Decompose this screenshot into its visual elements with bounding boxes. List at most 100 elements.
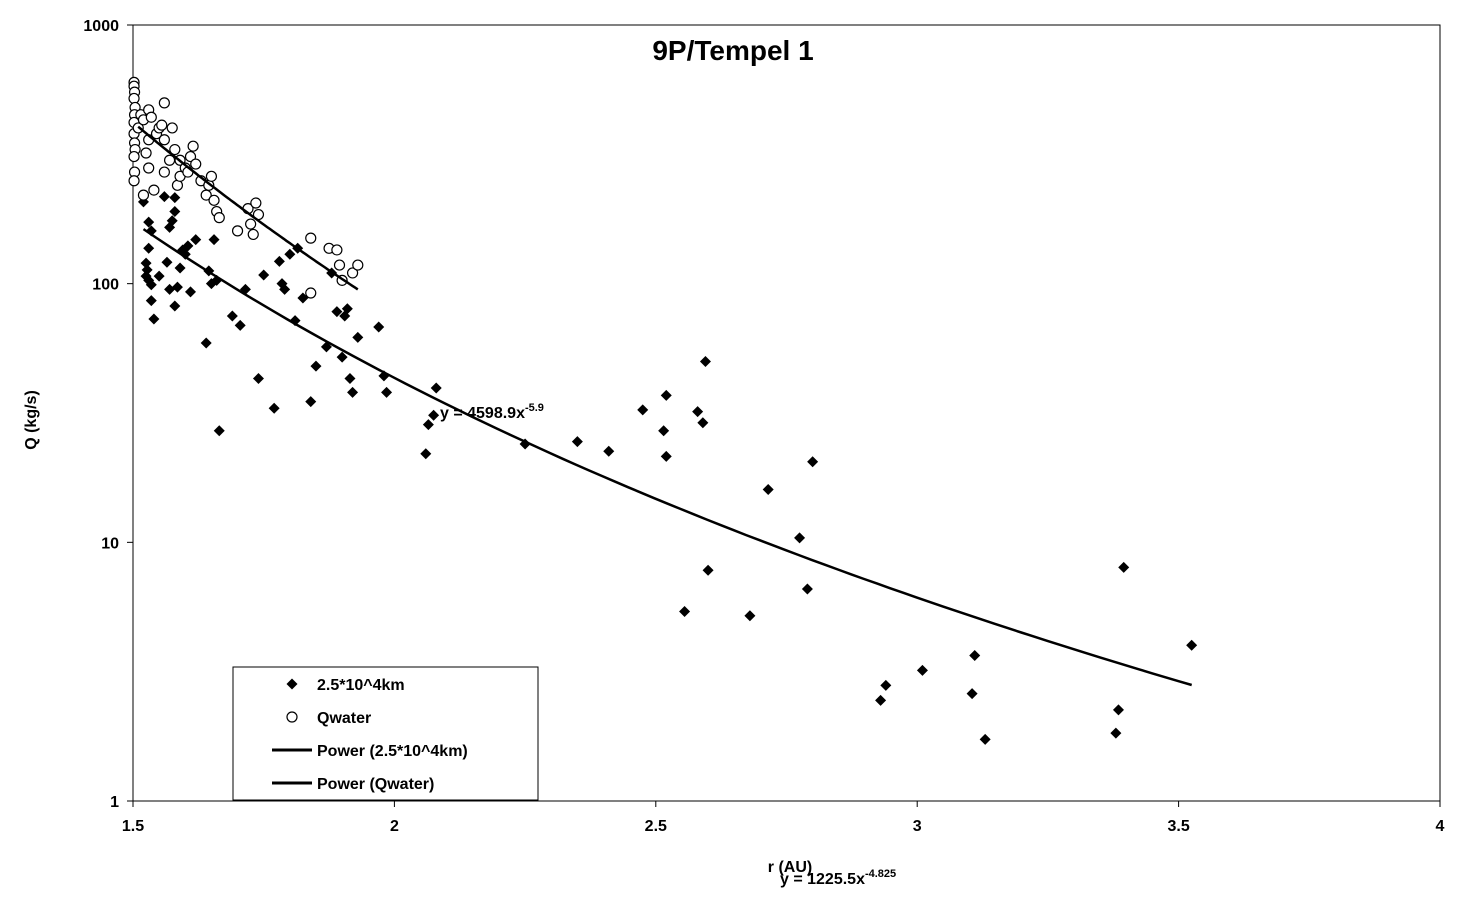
point	[341, 303, 353, 315]
point	[143, 242, 155, 254]
point	[213, 425, 225, 437]
point	[231, 225, 244, 237]
point	[137, 189, 150, 201]
x-tick-label: 2.5	[645, 818, 667, 835]
trendline	[137, 125, 359, 291]
point	[692, 406, 704, 418]
point	[143, 216, 155, 228]
trendline-equation: y = 4598.9x-5.9	[440, 402, 544, 422]
point	[158, 166, 170, 178]
point	[660, 450, 672, 462]
point	[234, 319, 246, 331]
point	[699, 356, 711, 368]
legend-label: Qwater	[317, 710, 371, 727]
exponent: -5.9	[525, 402, 544, 414]
legend-label: Power (2.5*10^4km)	[317, 743, 468, 760]
point	[258, 269, 270, 281]
point	[164, 283, 176, 295]
chart-title: 9P/Tempel 1	[652, 35, 813, 66]
exponent: -4.825	[865, 868, 896, 880]
x-tick-label: 1.5	[122, 818, 144, 835]
point	[658, 425, 670, 437]
point	[179, 248, 191, 260]
point	[182, 240, 194, 252]
legend-marker	[286, 678, 298, 690]
x-tick-label: 2	[390, 818, 399, 835]
point	[205, 170, 218, 182]
point	[166, 215, 178, 227]
trendline	[142, 228, 1193, 687]
point	[279, 283, 291, 295]
point	[430, 382, 442, 394]
point	[875, 694, 887, 706]
point	[331, 244, 343, 256]
point	[762, 484, 774, 496]
point	[190, 234, 202, 246]
point	[305, 396, 317, 408]
point	[184, 150, 197, 163]
point	[145, 111, 157, 123]
point	[169, 192, 181, 204]
point	[153, 270, 165, 282]
equation: y = 1225.5x	[780, 871, 865, 888]
point	[156, 119, 168, 131]
legend-label: Power (Qwater)	[317, 776, 434, 793]
y-axis-title: Q (kg/s)	[23, 390, 40, 450]
point	[969, 650, 981, 662]
point	[252, 372, 264, 384]
point	[226, 310, 238, 322]
point	[1118, 561, 1130, 573]
y-tick-label: 10	[101, 535, 119, 552]
point	[428, 409, 440, 421]
point	[660, 389, 672, 401]
point	[145, 295, 157, 307]
point	[158, 191, 170, 203]
point	[250, 197, 262, 209]
point	[571, 436, 583, 448]
x-tick-label: 3.5	[1167, 818, 1189, 835]
point	[1186, 639, 1198, 651]
y-tick-label: 1000	[83, 18, 119, 35]
point	[702, 564, 714, 576]
point	[208, 194, 220, 206]
point	[422, 419, 434, 431]
point	[603, 445, 615, 457]
point	[347, 386, 359, 398]
point	[880, 679, 892, 691]
point	[801, 583, 813, 595]
y-tick-label: 100	[92, 277, 119, 294]
x-axis-title: r (AU)	[768, 859, 812, 876]
point	[697, 417, 709, 429]
point	[794, 532, 806, 544]
point	[381, 386, 393, 398]
point	[200, 337, 212, 349]
point	[174, 262, 186, 274]
point	[245, 218, 257, 230]
point	[128, 150, 140, 163]
point	[143, 162, 155, 174]
point	[273, 255, 285, 267]
point	[352, 331, 364, 343]
point	[336, 351, 348, 363]
legend-label: 2.5*10^4km	[317, 677, 405, 694]
point	[169, 143, 181, 156]
point	[158, 97, 170, 109]
x-tick-label: 3	[913, 818, 922, 835]
point	[305, 232, 317, 244]
point	[966, 688, 978, 700]
point	[1112, 704, 1124, 716]
point	[140, 257, 152, 269]
point	[187, 140, 199, 152]
point	[284, 248, 296, 260]
point	[346, 267, 359, 279]
legend-box	[232, 666, 539, 801]
point	[979, 733, 991, 745]
point	[208, 234, 220, 246]
legend-marker	[286, 711, 298, 723]
point	[744, 610, 756, 622]
point	[807, 456, 819, 468]
point	[158, 134, 170, 146]
point	[420, 448, 432, 460]
point	[185, 286, 197, 298]
